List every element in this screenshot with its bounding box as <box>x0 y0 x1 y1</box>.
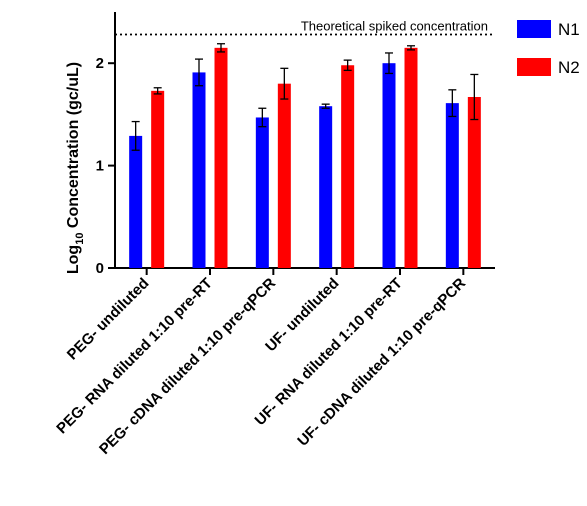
legend-label-n2: N2 <box>558 58 580 77</box>
bar-n1 <box>445 103 459 268</box>
bar-n1 <box>319 106 333 268</box>
y-tick-label: 2 <box>96 55 104 72</box>
svg-text:Log10 Concentration (gc/uL): Log10 Concentration (gc/uL) <box>65 62 86 274</box>
reference-line-label: Theoretical spiked concentration <box>301 19 488 34</box>
bar-n2 <box>341 65 355 268</box>
bar-n2 <box>214 47 228 269</box>
bar-n1 <box>129 135 143 268</box>
axes: 0 1 2 <box>96 12 495 277</box>
bar-n1 <box>255 117 269 268</box>
legend-label-n1: N1 <box>558 20 580 39</box>
y-axis-label-subscript: 10 <box>74 233 86 245</box>
bar-n1 <box>192 72 206 268</box>
bar-n2 <box>467 96 481 268</box>
legend: N1 N2 <box>517 20 580 77</box>
bar-n1 <box>382 63 396 269</box>
y-axis-label-prefix: Log <box>65 245 82 274</box>
y-axis-label: Log10 Concentration (gc/uL) <box>65 62 86 274</box>
legend-swatch-n1 <box>517 20 551 38</box>
reference-line-group: Theoretical spiked concentration <box>115 19 493 36</box>
y-tick-label: 1 <box>96 158 104 175</box>
bar-n2 <box>277 83 291 269</box>
bar-n2 <box>151 90 165 269</box>
legend-swatch-n2 <box>517 58 551 76</box>
bar-n2 <box>404 47 418 269</box>
y-axis-label-suffix: Concentration (gc/uL) <box>65 62 82 233</box>
y-tick-label: 0 <box>96 260 104 277</box>
bars-group <box>129 43 481 269</box>
